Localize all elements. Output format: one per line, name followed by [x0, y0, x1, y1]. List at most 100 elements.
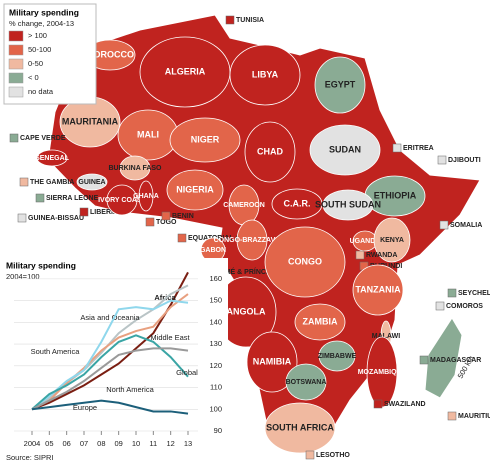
country-label: ALGERIA [165, 66, 206, 76]
country-label: MOROCCO [86, 49, 134, 59]
map-legend: Military spending % change, 2004-13 > 10… [3, 3, 97, 105]
country-label: DJIBOUTI [448, 157, 481, 164]
country-marker [145, 217, 155, 227]
country-marker [392, 143, 402, 153]
country-layer: ALGERIA MOROCCO TUNISIA LIBYA EGYPT MAURITANI… [9, 15, 490, 460]
country-marker [79, 207, 89, 217]
country-label: BENIN [172, 213, 194, 220]
legend-swatch [8, 58, 24, 70]
country-label: ZAMBIA [303, 316, 338, 326]
country-label: GABON [200, 247, 226, 254]
country-marker [161, 211, 171, 221]
country-label: TUNISIA [236, 17, 264, 24]
country-label: RWANDA [366, 252, 397, 259]
x-tick-label: 08 [97, 439, 105, 448]
country-area [244, 121, 296, 183]
series-line [31, 399, 189, 415]
country-marker [19, 177, 29, 187]
country-label: ANGOLA [227, 306, 266, 316]
country-label: ZIMBABWE [318, 353, 357, 360]
country-label: CONGO [288, 256, 322, 266]
country-label: IVORY COAST [98, 197, 147, 204]
legend-label: < 0 [28, 73, 39, 82]
country-label: CAMEROON [223, 202, 265, 209]
series-label: Global [176, 368, 198, 377]
country-label: EGYPT [325, 79, 356, 89]
country-label: CONGO-BRAZZAVILLE [214, 237, 291, 244]
country-label: BOTSWANA [286, 379, 327, 386]
y-tick-label: 160 [209, 274, 222, 283]
country-area [76, 173, 108, 191]
country-label: SIERRA LEONE [46, 195, 99, 202]
country-area [246, 331, 298, 393]
country-marker [447, 411, 457, 421]
x-tick-label: 12 [166, 439, 174, 448]
legend-swatch [8, 44, 24, 56]
series-label: North America [106, 385, 154, 394]
series-line [31, 347, 189, 411]
country-label: SENEGAL [35, 155, 70, 162]
country-label: UGANDA [350, 238, 381, 245]
series-label: Asia and Oceania [80, 313, 140, 322]
country-area [169, 117, 241, 163]
country-label: EQUATORIAL GUINEA [188, 235, 263, 242]
country-marker [35, 193, 45, 203]
legend-label: no data [28, 87, 54, 96]
country-label: SOUTH AFRICA [266, 422, 334, 432]
x-tick-label: 13 [184, 439, 192, 448]
country-label: KENYA [380, 237, 404, 244]
country-area [229, 44, 301, 106]
x-tick-label: 11 [149, 439, 157, 448]
country-area [264, 402, 336, 454]
x-tick-label: 2004 [24, 439, 41, 448]
country-label: CAPE VERDE [20, 135, 66, 142]
country-label: GHANA [133, 193, 159, 200]
series-line [31, 293, 189, 411]
map-subtitle: % change, 2004-13 [9, 19, 74, 28]
country-area [138, 180, 154, 212]
inset-chart: Military spending 2004=100 Source: SIPRI… [6, 260, 222, 462]
inset-panel [0, 258, 228, 469]
country-label: SUDAN [329, 144, 361, 154]
y-tick-label: 140 [209, 317, 222, 326]
country-label: SWAZILAND [384, 401, 426, 408]
country-label: CHAD [257, 146, 283, 156]
country-area [36, 149, 68, 167]
y-tick-label: 100 [209, 404, 222, 413]
country-marker [439, 220, 449, 230]
country-area [318, 340, 356, 372]
country-marker [447, 288, 457, 298]
country-area [314, 56, 366, 114]
country-area [264, 226, 346, 298]
country-area [285, 363, 327, 401]
madagascar-outline [424, 317, 463, 399]
y-tick-label: 150 [209, 296, 222, 305]
country-marker [9, 133, 19, 143]
country-area [294, 303, 346, 341]
legend-label: > 100 [28, 31, 47, 40]
legend-label: 50-100 [28, 45, 51, 54]
country-label: GUINEA [78, 179, 105, 186]
country-label: NIGER [191, 134, 220, 144]
map-title: Military spending [9, 7, 79, 17]
country-label: SOUTH SUDAN [315, 199, 381, 209]
country-label: MALI [137, 129, 159, 139]
country-area [309, 124, 381, 176]
chart-subtitle: 2004=100 [6, 272, 40, 281]
country-label: COMOROS [446, 303, 483, 310]
country-area [271, 188, 323, 220]
legend-swatch [8, 72, 24, 84]
country-label: THE GAMBIA [30, 179, 74, 186]
x-tick-label: 06 [62, 439, 70, 448]
country-label: C.A.R. [284, 198, 311, 208]
series-line [31, 334, 189, 411]
series-line [31, 271, 189, 411]
series-label: South America [31, 347, 81, 356]
country-label: TANZANIA [355, 284, 401, 294]
chart-title: Military spending [6, 260, 76, 270]
country-label: TOGO [156, 219, 177, 226]
country-label: MAURITANIA [62, 116, 119, 126]
country-label: LIBERIA [90, 209, 118, 216]
country-area [106, 184, 138, 216]
